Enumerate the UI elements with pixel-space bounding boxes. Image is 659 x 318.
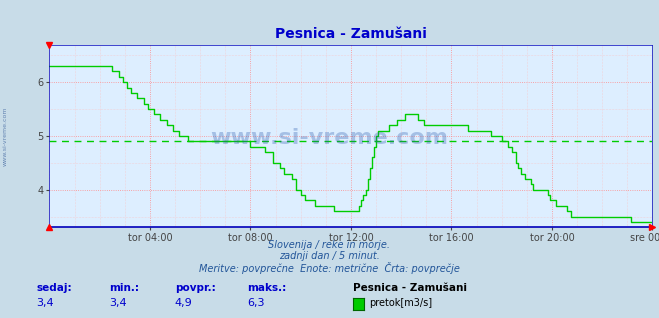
Text: www.si-vreme.com: www.si-vreme.com xyxy=(3,107,8,167)
Text: Meritve: povprečne  Enote: metrične  Črta: povprečje: Meritve: povprečne Enote: metrične Črta:… xyxy=(199,262,460,274)
Text: sedaj:: sedaj: xyxy=(36,283,72,293)
Text: www.si-vreme.com: www.si-vreme.com xyxy=(210,128,449,148)
Text: 6,3: 6,3 xyxy=(247,298,265,308)
Text: min.:: min.: xyxy=(109,283,139,293)
Text: Slovenija / reke in morje.: Slovenija / reke in morje. xyxy=(268,240,391,250)
Text: 3,4: 3,4 xyxy=(36,298,54,308)
Text: 3,4: 3,4 xyxy=(109,298,127,308)
Text: povpr.:: povpr.: xyxy=(175,283,215,293)
Text: Pesnica - Zamušani: Pesnica - Zamušani xyxy=(353,283,467,293)
Text: zadnji dan / 5 minut.: zadnji dan / 5 minut. xyxy=(279,251,380,261)
Title: Pesnica - Zamušani: Pesnica - Zamušani xyxy=(275,27,427,41)
Text: 4,9: 4,9 xyxy=(175,298,192,308)
Text: pretok[m3/s]: pretok[m3/s] xyxy=(369,298,432,308)
Text: maks.:: maks.: xyxy=(247,283,287,293)
